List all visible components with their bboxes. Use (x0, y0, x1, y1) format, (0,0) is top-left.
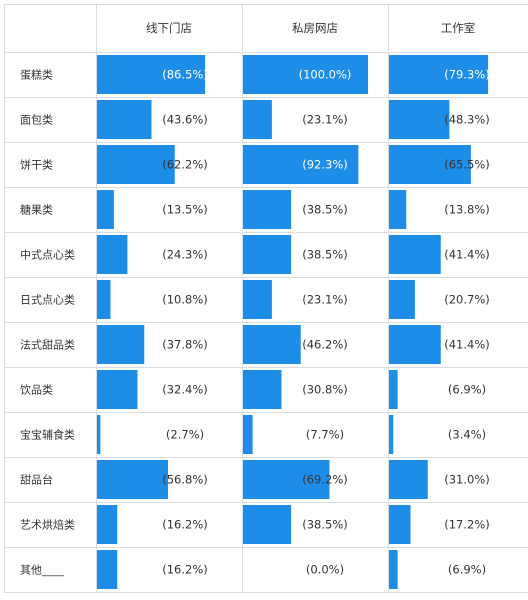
bar-1-0 (243, 55, 368, 94)
value-label-2-0: (79.3%) (444, 68, 490, 82)
value-label-2-10: (17.2%) (444, 518, 490, 532)
bar-0-3 (97, 190, 114, 229)
bar-0-6 (97, 325, 145, 364)
value-label-1-9: (69.2%) (302, 473, 348, 487)
value-label-0-7: (32.4%) (162, 383, 208, 397)
value-label-0-11: (16.2%) (162, 563, 208, 577)
row-label-0: 蛋糕类 (20, 68, 53, 82)
column-header-1: 私房网店 (292, 21, 338, 35)
bar-1-6 (243, 325, 301, 364)
value-label-2-7: (6.9%) (448, 383, 486, 397)
row-label-4: 中式点心类 (20, 248, 75, 262)
row-label-8: 宝宝辅食类 (20, 428, 75, 442)
row-label-2: 饼干类 (20, 158, 53, 172)
bar-2-5 (389, 280, 415, 319)
column-header-0: 线下门店 (146, 21, 192, 35)
bar-1-7 (243, 370, 282, 409)
value-label-1-4: (38.5%) (302, 248, 348, 262)
bar-0-11 (97, 550, 118, 589)
value-label-1-10: (38.5%) (302, 518, 348, 532)
table-grid (4, 4, 528, 593)
value-label-2-1: (48.3%) (444, 113, 490, 127)
value-label-2-6: (41.4%) (444, 338, 490, 352)
bar-1-3 (243, 190, 292, 229)
value-label-1-5: (23.1%) (302, 293, 348, 307)
bar-0-5 (97, 280, 111, 319)
value-label-1-6: (46.2%) (302, 338, 348, 352)
value-label-0-8: (2.7%) (166, 428, 204, 442)
row-label-3: 糖果类 (20, 203, 53, 217)
bar-0-7 (97, 370, 138, 409)
bar-2-10 (389, 505, 411, 544)
bar-1-1 (243, 100, 272, 139)
row-label-6: 法式甜品类 (20, 338, 75, 352)
bar-0-2 (97, 145, 175, 184)
bar-2-11 (389, 550, 398, 589)
bar-2-2 (389, 145, 471, 184)
value-label-2-9: (31.0%) (444, 473, 490, 487)
column-header-2: 工作室 (441, 21, 476, 35)
value-label-1-1: (23.1%) (302, 113, 348, 127)
value-label-2-2: (65.5%) (444, 158, 490, 172)
value-label-0-6: (37.8%) (162, 338, 208, 352)
value-label-0-0: (86.5%) (162, 68, 208, 82)
value-label-2-5: (20.7%) (444, 293, 490, 307)
bar-2-0 (389, 55, 489, 94)
bar-0-9 (97, 460, 168, 499)
value-label-1-2: (92.3%) (302, 158, 348, 172)
value-label-2-3: (13.8%) (444, 203, 490, 217)
value-label-0-2: (62.2%) (162, 158, 208, 172)
value-label-2-8: (3.4%) (448, 428, 486, 442)
value-label-1-8: (7.7%) (306, 428, 344, 442)
bar-1-8 (243, 415, 253, 454)
value-label-1-7: (30.8%) (302, 383, 348, 397)
bar-1-2 (243, 145, 359, 184)
bars (97, 55, 489, 589)
bar-1-10 (243, 505, 292, 544)
value-label-1-11: (0.0%) (306, 563, 344, 577)
bar-0-0 (97, 55, 206, 94)
value-label-0-3: (13.5%) (162, 203, 208, 217)
row-label-9: 甜品台 (20, 473, 53, 487)
value-label-0-10: (16.2%) (162, 518, 208, 532)
value-label-2-4: (41.4%) (444, 248, 490, 262)
bar-0-4 (97, 235, 128, 274)
value-label-0-9: (56.8%) (162, 473, 208, 487)
row-label-7: 饮品类 (20, 383, 53, 397)
bar-2-7 (389, 370, 398, 409)
bar-1-5 (243, 280, 272, 319)
value-label-1-3: (38.5%) (302, 203, 348, 217)
bar-0-1 (97, 100, 152, 139)
row-label-11: 其他____ (20, 564, 64, 577)
row-label-10: 艺术烘焙类 (20, 518, 75, 532)
bar-2-3 (389, 190, 407, 229)
bar-2-6 (389, 325, 441, 364)
row-label-5: 日式点心类 (20, 293, 75, 307)
value-label-0-4: (24.3%) (162, 248, 208, 262)
bar-2-4 (389, 235, 441, 274)
value-label-0-1: (43.6%) (162, 113, 208, 127)
value-label-1-0: (100.0%) (299, 68, 352, 82)
bar-2-1 (389, 100, 450, 139)
bar-1-9 (243, 460, 330, 499)
bar-1-4 (243, 235, 292, 274)
value-label-2-11: (6.9%) (448, 563, 486, 577)
bar-0-10 (97, 505, 118, 544)
bar-2-9 (389, 460, 428, 499)
bar-0-8 (97, 415, 101, 454)
bar-2-8 (389, 415, 394, 454)
row-label-1: 面包类 (20, 113, 53, 127)
value-label-0-5: (10.8%) (162, 293, 208, 307)
